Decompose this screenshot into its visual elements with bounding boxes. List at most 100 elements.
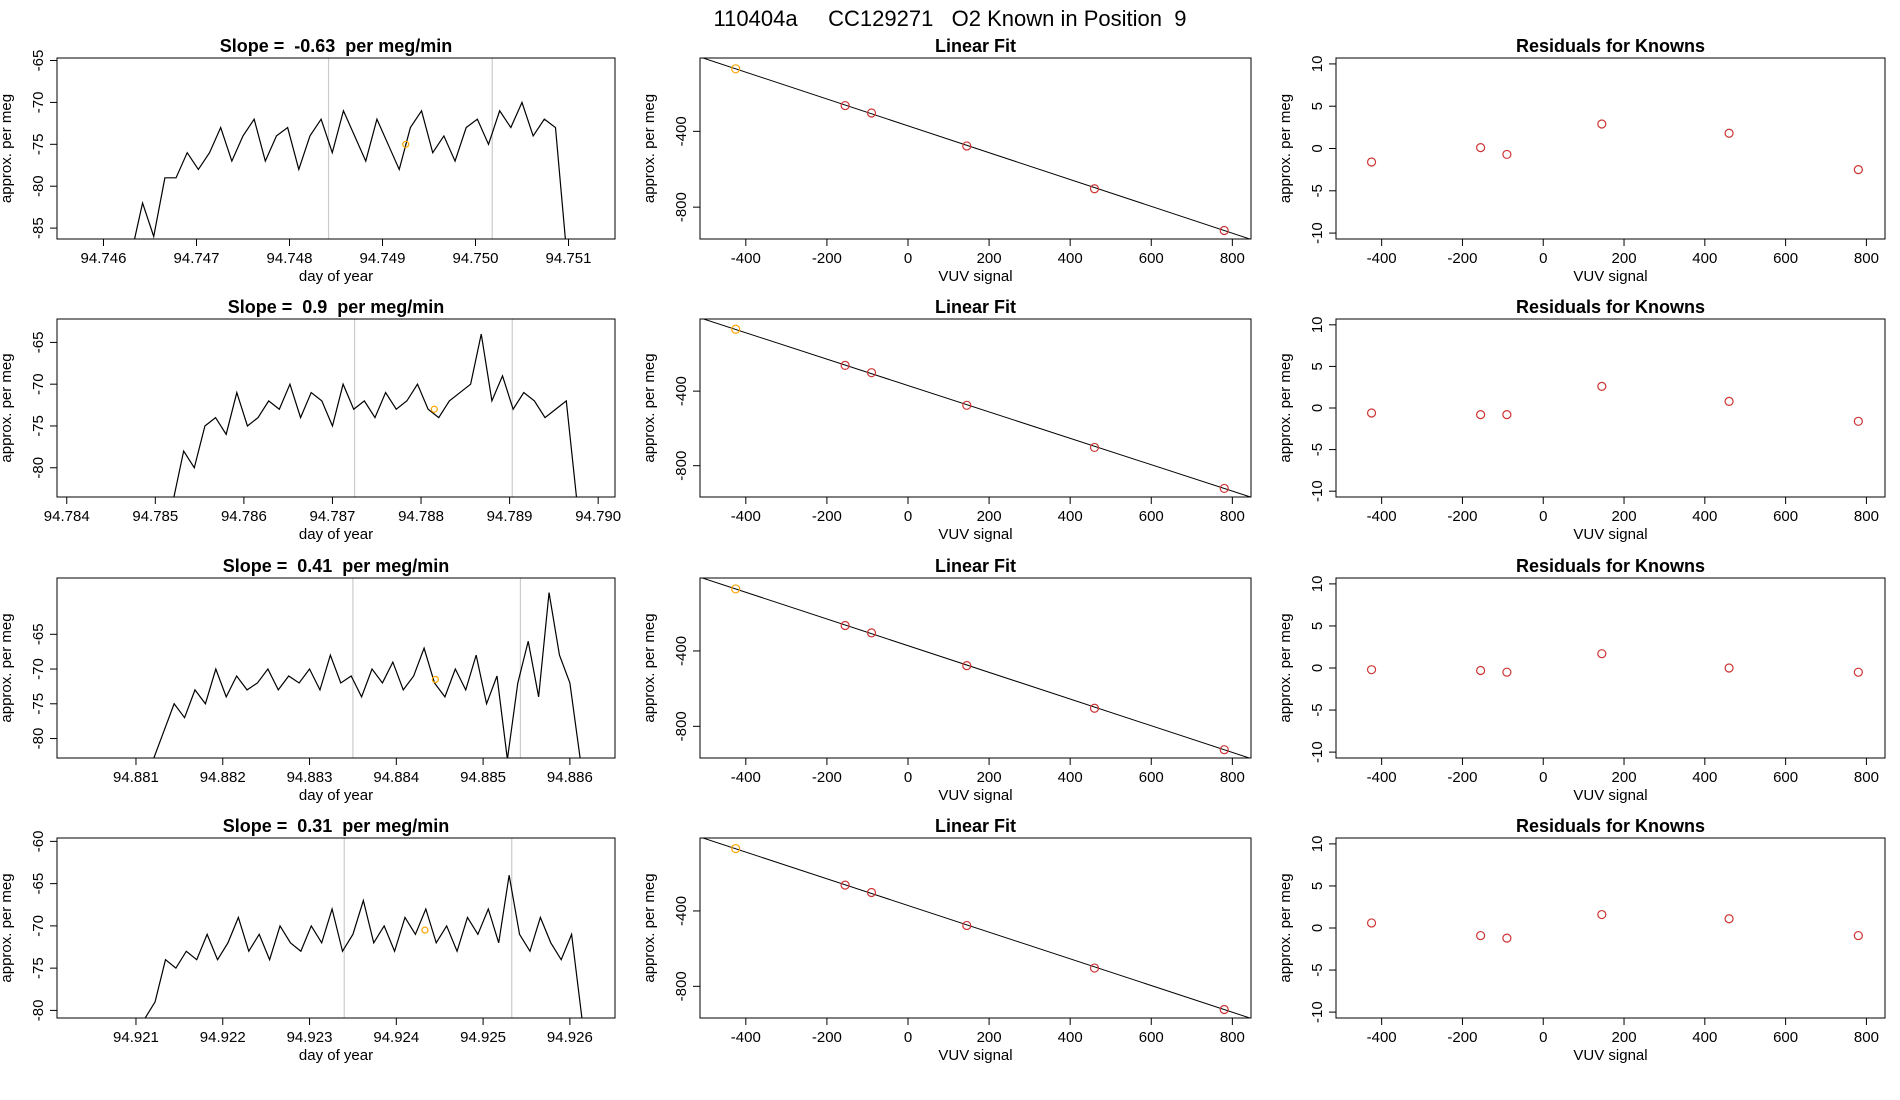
panel: Slope = 0.41 per meg/min day of year appro… <box>0 556 616 804</box>
panel-title: Slope = 0.9 per meg/min <box>228 297 445 317</box>
x-tick-label: 0 <box>1539 1029 1547 1046</box>
y-axis-label: approx. per meg <box>1277 353 1294 462</box>
y-tick-label: -70 <box>30 92 47 114</box>
plot-frame <box>699 577 1252 759</box>
x-tick-label: 0 <box>904 508 912 525</box>
plot-area <box>1366 119 1863 175</box>
x-axis-label: VUV signal <box>1573 787 1647 804</box>
x-tick-label: 600 <box>1773 508 1798 525</box>
panel-title: Linear Fit <box>935 36 1016 56</box>
data-point <box>1476 410 1486 420</box>
data-point <box>866 887 877 898</box>
x-tick-label: 94.751 <box>546 250 592 267</box>
x-tick-label: -400 <box>1367 1029 1397 1046</box>
highlight-point <box>430 405 438 413</box>
fit-line <box>701 58 1251 239</box>
panel-title: Residuals for Knowns <box>1516 36 1705 56</box>
data-point <box>1597 381 1607 391</box>
data-point <box>1476 665 1486 676</box>
x-tick-label: 94.922 <box>200 1029 246 1046</box>
y-tick-label: -75 <box>30 133 47 155</box>
data-point <box>1089 442 1100 453</box>
y-tick-label: -65 <box>30 873 47 895</box>
fit-line <box>700 578 1251 758</box>
x-tick-label: 94.883 <box>287 769 333 786</box>
x-tick-label: 600 <box>1773 250 1798 267</box>
x-tick-label: 94.748 <box>267 250 313 267</box>
x-axis-label: day of year <box>299 1047 373 1064</box>
data-point <box>731 64 741 74</box>
x-tick-label: 94.746 <box>81 250 127 267</box>
x-tick-label: -200 <box>812 769 842 786</box>
x-tick-label: 800 <box>1854 250 1879 267</box>
y-tick-label: -75 <box>30 415 47 437</box>
y-tick-label: 10 <box>1309 576 1326 593</box>
x-tick-label: 400 <box>1692 769 1717 786</box>
x-tick-label: 800 <box>1854 769 1879 786</box>
plot-area <box>1366 649 1863 677</box>
y-tick-label: 5 <box>1309 622 1326 630</box>
x-tick-label: 94.882 <box>200 769 246 786</box>
data-point <box>840 360 850 371</box>
data-point <box>1724 914 1734 924</box>
panel: Slope = 0.31 per meg/min day of year appro… <box>0 816 616 1064</box>
panel: Residuals for Knowns VUV signal approx. pe… <box>1277 556 1886 804</box>
x-tick-label: 400 <box>1058 1029 1083 1046</box>
x-tick-label: 600 <box>1139 250 1164 267</box>
plot-frame <box>699 57 1252 240</box>
panel-title: Residuals for Knowns <box>1516 297 1705 317</box>
highlight-point <box>431 675 439 684</box>
x-tick-label: -200 <box>1447 769 1477 786</box>
data-point <box>1219 225 1229 236</box>
y-tick-label: -400 <box>673 376 690 406</box>
data-point <box>1366 408 1377 418</box>
y-tick-label: -10 <box>1309 480 1326 502</box>
x-tick-label: 94.784 <box>44 508 90 525</box>
panel-title: Slope = -0.63 per meg/min <box>220 36 453 56</box>
x-tick-label: 0 <box>1539 508 1547 525</box>
x-tick-label: -200 <box>1447 508 1477 525</box>
panel: Linear Fit VUV signal approx. per meg -400 -… <box>641 816 1252 1064</box>
y-tick-label: -75 <box>30 693 47 715</box>
fit-line <box>701 319 1251 497</box>
x-tick-label: -400 <box>1367 250 1397 267</box>
data-point <box>1853 416 1863 426</box>
panel-title: Residuals for Knowns <box>1516 816 1705 836</box>
x-tick-label: 600 <box>1773 1029 1798 1046</box>
y-tick-label: -800 <box>673 971 690 1001</box>
panel-title: Slope = 0.41 per meg/min <box>223 556 450 576</box>
y-tick-label: -10 <box>1309 741 1326 763</box>
plot-area <box>1366 381 1863 426</box>
y-tick-label: -5 <box>1309 703 1326 716</box>
plot-area <box>1366 909 1863 943</box>
y-tick-label: -10 <box>1309 1001 1326 1023</box>
data-point <box>866 628 877 638</box>
y-axis-label: approx. per meg <box>1277 873 1294 982</box>
y-tick-label: -75 <box>30 957 47 979</box>
x-tick-label: 94.923 <box>287 1029 333 1046</box>
plot-area <box>173 319 578 497</box>
data-point <box>1219 483 1229 494</box>
data-point <box>962 920 972 931</box>
x-tick-label: 94.786 <box>221 508 267 525</box>
data-point <box>1502 410 1512 420</box>
y-axis-label: approx. per meg <box>641 353 658 462</box>
x-tick-label: 200 <box>1612 1029 1637 1046</box>
y-tick-label: -400 <box>673 116 690 146</box>
data-point <box>1089 703 1100 713</box>
y-tick-label: -65 <box>30 50 47 72</box>
panel-title: Linear Fit <box>935 297 1016 317</box>
data-point <box>1502 933 1512 943</box>
y-tick-label: -5 <box>1309 184 1326 197</box>
y-tick-label: 5 <box>1309 882 1326 890</box>
x-axis-label: VUV signal <box>938 268 1012 285</box>
figure-title: 110404a CC129271 O2 Known in Position 9 <box>714 6 1187 31</box>
data-point <box>1853 930 1863 941</box>
x-tick-label: 600 <box>1139 508 1164 525</box>
x-tick-label: 800 <box>1220 508 1245 525</box>
y-axis-label: approx. per meg <box>0 94 15 203</box>
x-tick-label: 94.881 <box>113 769 159 786</box>
x-tick-label: 800 <box>1220 1029 1245 1046</box>
data-point <box>731 584 741 594</box>
